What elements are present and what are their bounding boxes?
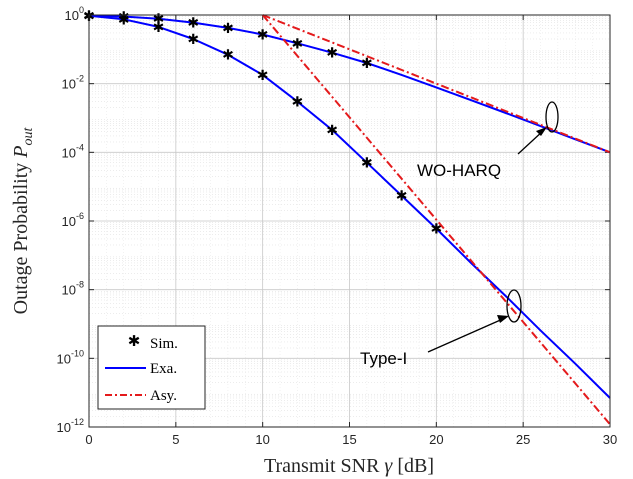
- x-tick-label: 5: [172, 432, 179, 447]
- plot-frame: [88, 14, 611, 428]
- y-tick-label: 10-4: [62, 142, 84, 160]
- type-i-sim-point: ✱: [361, 156, 373, 172]
- type-i-sim-point: ✱: [326, 123, 338, 139]
- type-i-sim-point: ✱: [430, 222, 442, 238]
- wo-harq-sim-point: ✱: [257, 28, 269, 44]
- wo-harq-ellipse: [545, 101, 559, 133]
- type-i-ellipse: [506, 289, 522, 323]
- legend-label-sim: Sim.: [150, 336, 178, 352]
- type-i-sim-point: ✱: [153, 20, 165, 36]
- type-i-label: Type-I: [360, 349, 407, 368]
- wo-harq-sim-point: ✱: [153, 12, 165, 28]
- annotations: WO-HARQ Type-I: [360, 101, 559, 368]
- y-tick-label: 10-12: [57, 417, 84, 435]
- type-i-asy-line: [261, 14, 611, 425]
- data-series: ✱ ✱ ✱ ✱ ✱ ✱✱✱✱✱ ✱ ✱✱✱✱✱✱✱✱✱: [83, 8, 611, 425]
- x-tick-label: 10: [255, 432, 269, 447]
- y-tick-label: 10-6: [62, 211, 84, 229]
- wo-harq-asy-line: [262, 14, 611, 154]
- x-axis-label: Transmit SNR γ [dB]: [264, 455, 434, 477]
- wo-harq-label: WO-HARQ: [417, 161, 501, 180]
- y-tick-label: 100: [65, 5, 84, 23]
- wo-harq-sim-point: ✱: [222, 21, 234, 37]
- type-i-arrowhead: [497, 315, 509, 323]
- type-i-sim-point: ✱: [257, 68, 269, 84]
- type-i-sim-point: ✱: [187, 32, 199, 48]
- type-i-sim-point: ✱: [118, 12, 130, 28]
- type-i-sim-point: ✱: [292, 95, 304, 111]
- legend-label-exa: Exa.: [150, 361, 177, 377]
- wo-harq-sim-point: ✱: [292, 36, 304, 52]
- x-tick-label: 20: [429, 432, 443, 447]
- legend: ✱ Sim. Exa. Asy.: [97, 325, 206, 410]
- wo-harq-sim-point: ✱: [326, 46, 338, 62]
- legend-label-asy: Asy.: [150, 388, 177, 404]
- type-i-sim-point: ✱: [396, 189, 408, 205]
- x-tick-label: 0: [85, 432, 92, 447]
- type-i-exa-line: [88, 14, 611, 399]
- wo-harq-exa-line: [88, 14, 611, 154]
- axis-ticks: 0 5 10 15 20 25 30 100 10-2 10-4 10-6 10-8 10-10 10-1…: [57, 5, 618, 447]
- wo-harq-sim-point: ✱: [118, 10, 130, 26]
- y-axis-label: Outage Probability Pout: [10, 127, 36, 315]
- y-tick-label: 10-8: [62, 280, 84, 298]
- x-tick-label: 25: [516, 432, 530, 447]
- x-tick-label: 15: [342, 432, 356, 447]
- y-tick-label: 10-10: [57, 348, 84, 366]
- wo-harq-arrowhead: [536, 127, 547, 136]
- y-tick-label: 10-2: [62, 74, 84, 92]
- wo-harq-sim-point: ✱: [187, 16, 199, 32]
- x-tick-label: 30: [603, 432, 617, 447]
- type-i-arrow: [427, 317, 506, 353]
- wo-harq-sim-point: ✱: [361, 56, 373, 72]
- legend-sim-marker: ✱: [128, 332, 141, 350]
- type-i-sim-point: ✱: [222, 48, 234, 64]
